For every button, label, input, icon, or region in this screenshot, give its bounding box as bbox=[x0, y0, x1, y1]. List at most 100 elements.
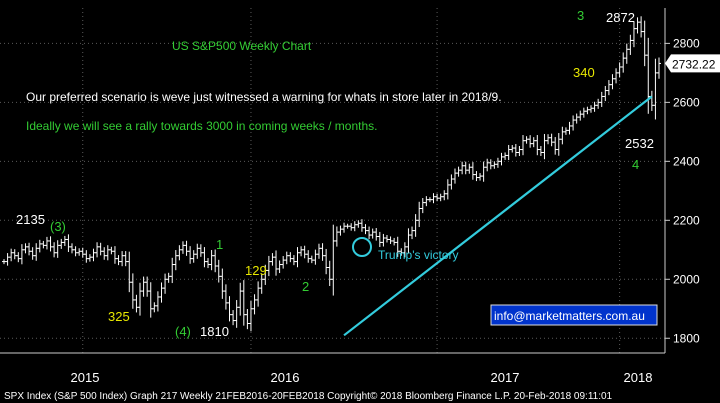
price-bar bbox=[238, 282, 243, 316]
price-bar bbox=[431, 193, 436, 204]
y-tick-label: 2400 bbox=[673, 154, 700, 168]
price-bar bbox=[599, 91, 604, 107]
price-bar bbox=[87, 254, 92, 262]
annotation-label: 2532 bbox=[625, 136, 654, 151]
price-bar bbox=[603, 85, 608, 102]
annotation-label: 4 bbox=[632, 157, 639, 172]
price-bar bbox=[91, 248, 96, 262]
price-bar bbox=[506, 144, 511, 161]
annotation-label: (4) bbox=[175, 324, 191, 339]
price-bar bbox=[155, 291, 160, 312]
price-bar bbox=[227, 296, 232, 322]
price-bar bbox=[374, 228, 379, 241]
price-bar bbox=[209, 250, 214, 271]
price-bar bbox=[563, 127, 568, 135]
price-bar bbox=[352, 221, 357, 232]
price-bar bbox=[520, 135, 525, 156]
price-bar bbox=[274, 250, 279, 276]
price-bar bbox=[370, 228, 375, 239]
price-bar bbox=[657, 57, 661, 79]
y-tick-label: 1800 bbox=[673, 331, 700, 345]
price-bar bbox=[213, 249, 218, 273]
price-bar bbox=[635, 17, 640, 34]
price-bar bbox=[460, 161, 465, 175]
price-bar bbox=[324, 248, 329, 275]
price-bar bbox=[649, 90, 654, 111]
price-bar bbox=[316, 243, 321, 259]
price-bar bbox=[653, 58, 658, 120]
price-bar bbox=[123, 251, 128, 267]
annotation-label: Trump's victory bbox=[378, 248, 459, 262]
price-bar bbox=[492, 161, 497, 169]
price-bar bbox=[44, 236, 49, 250]
price-bar bbox=[495, 157, 500, 168]
price-bar bbox=[198, 244, 203, 257]
price-bar bbox=[34, 243, 39, 261]
price-bar bbox=[195, 243, 200, 259]
price-bar bbox=[23, 243, 28, 254]
price-bar bbox=[248, 300, 253, 332]
price-bar bbox=[574, 113, 579, 124]
price-bar bbox=[510, 145, 515, 153]
price-bar bbox=[19, 244, 24, 265]
price-bar bbox=[281, 256, 286, 269]
price-bar bbox=[98, 242, 103, 256]
price-bar bbox=[470, 162, 475, 180]
footer-text: SPX Index (S&P 500 Index) Graph 217 Week… bbox=[4, 391, 613, 402]
price-bar bbox=[538, 146, 543, 157]
price-bar bbox=[578, 110, 583, 121]
price-bar bbox=[66, 234, 71, 252]
website-label: info@marketmatters.com.au bbox=[494, 309, 645, 323]
price-bar bbox=[556, 133, 561, 156]
price-bar bbox=[159, 282, 164, 303]
price-bar bbox=[456, 166, 461, 177]
annotation-label: 2 bbox=[302, 279, 309, 294]
chart-title: US S&P500 Weekly Chart bbox=[172, 39, 312, 53]
price-bar bbox=[59, 238, 64, 249]
price-bar bbox=[130, 273, 135, 309]
annotation-label: 340 bbox=[573, 65, 595, 80]
price-bar bbox=[359, 219, 364, 232]
price-bar bbox=[77, 248, 82, 256]
price-bar bbox=[134, 294, 139, 313]
price-bar bbox=[639, 16, 644, 38]
price-bar bbox=[80, 247, 85, 258]
price-bar bbox=[188, 246, 193, 264]
price-bar bbox=[191, 250, 196, 263]
annotation-label: (3) bbox=[50, 219, 66, 234]
annotation-label: 2872 bbox=[606, 10, 635, 25]
y-tick-label: 2600 bbox=[673, 95, 700, 109]
price-bar bbox=[585, 106, 590, 115]
price-bar bbox=[152, 302, 157, 313]
price-bar bbox=[166, 272, 171, 283]
price-bar bbox=[449, 174, 454, 190]
price-bar bbox=[610, 74, 615, 90]
price-bar bbox=[37, 239, 42, 253]
price-bar bbox=[202, 247, 207, 268]
price-bar bbox=[503, 152, 508, 160]
price-bar bbox=[55, 240, 60, 258]
price-bar bbox=[84, 250, 89, 263]
price-bar bbox=[320, 243, 325, 261]
price-bar bbox=[646, 37, 651, 114]
price-bar bbox=[617, 62, 622, 78]
trump-victory-circle bbox=[352, 237, 372, 257]
price-bar bbox=[392, 237, 397, 246]
price-bar bbox=[148, 282, 153, 318]
price-bar bbox=[73, 246, 78, 257]
price-bar bbox=[560, 126, 565, 145]
price-bar bbox=[180, 241, 185, 254]
price-bar bbox=[410, 226, 415, 240]
price-bar bbox=[116, 255, 121, 266]
price-bar bbox=[102, 247, 107, 260]
price-bar bbox=[384, 234, 389, 243]
price-bar bbox=[331, 224, 336, 296]
annotation-label: 3 bbox=[577, 8, 584, 23]
price-bar bbox=[41, 240, 46, 249]
price-bar bbox=[356, 220, 361, 228]
price-bar bbox=[342, 222, 347, 233]
price-bar bbox=[12, 249, 17, 260]
price-bar bbox=[499, 152, 504, 166]
grid-lines bbox=[0, 8, 665, 353]
